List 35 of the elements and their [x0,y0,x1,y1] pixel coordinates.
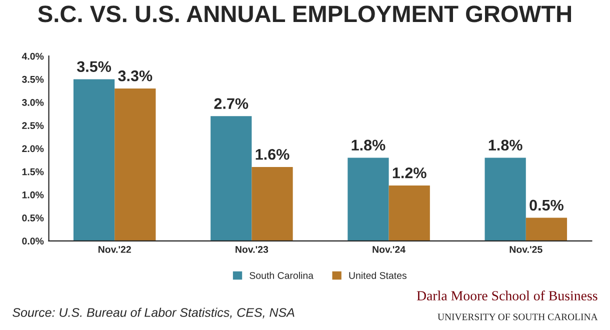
data-label: 2.7% [214,98,248,109]
bar [526,218,568,241]
bar [348,158,389,241]
text: UNIVERSITY OF SOUTH CAROLINA [438,314,598,320]
x-tick-label: Nov.'25 [510,246,542,253]
bar [484,158,526,241]
bar [252,166,293,241]
y-tick-label: 1.0% [22,191,44,198]
y-tick-label: 2.0% [22,145,44,152]
text: Darla Moore School of Business [416,290,598,300]
x-tick-label: Nov.'24 [372,246,406,253]
x-tick-label: Nov.'23 [236,246,268,253]
y-tick-label: 4.0% [22,52,44,60]
bar [210,116,252,241]
bar [73,79,115,241]
bar [114,88,156,241]
data-label: 1.2% [392,167,426,178]
bar [388,185,430,241]
data-label: 3.3% [118,70,152,82]
data-label: 3.5% [76,61,112,72]
data-label: 1.6% [256,148,290,160]
legend-label: United States [349,272,407,279]
y-tick-label: 1.5% [22,168,44,176]
y-tick-label: 2.5% [22,122,44,130]
data-label: 1.8% [488,140,522,151]
chart-title: S.C. VS. U.S. ANNUAL EMPLOYMENT GROWTH [38,6,572,22]
y-tick-label: 0.0% [22,238,44,245]
data-label: 1.8% [352,140,386,151]
legend-label: South Carolina [250,272,314,279]
data-label: 0.5% [530,200,564,211]
source-note: Source: U.S. Bureau of Labor Statistics, CES, NSA [12,308,294,318]
x-tick-label: Nov.'22 [98,246,131,253]
y-tick-label: 0.5% [22,214,44,222]
y-tick-label: 3.0% [22,99,44,106]
y-tick-label: 3.5% [22,76,44,83]
